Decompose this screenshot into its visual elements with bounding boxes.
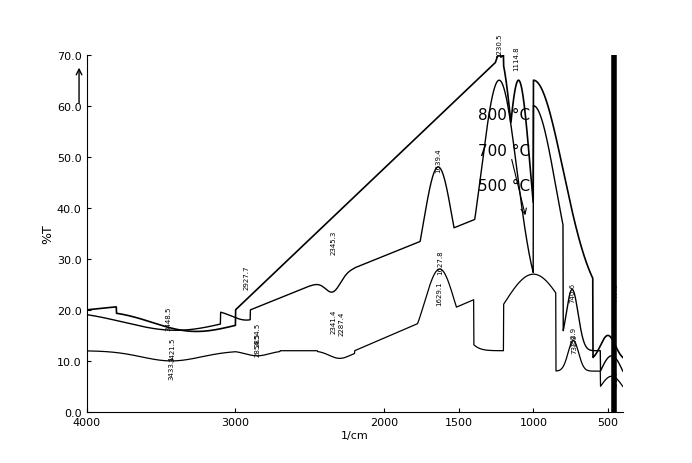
- Text: 451.7: 451.7: [612, 369, 618, 389]
- Text: 1629.1: 1629.1: [437, 281, 443, 305]
- Text: 1639.4: 1639.4: [435, 148, 441, 173]
- Text: 700 °C: 700 °C: [478, 144, 530, 158]
- Text: 3433.1: 3433.1: [168, 354, 174, 379]
- Text: 500 °C: 500 °C: [478, 179, 530, 194]
- Text: 800 °C: 800 °C: [478, 108, 530, 123]
- Text: 2287.4: 2287.4: [338, 311, 345, 336]
- Text: 2854.5: 2854.5: [254, 322, 260, 346]
- Y-axis label: %T: %T: [41, 224, 54, 244]
- Text: 447.6: 447.6: [613, 282, 619, 303]
- X-axis label: 1/cm: 1/cm: [340, 430, 369, 440]
- Text: 1627.8: 1627.8: [437, 250, 443, 275]
- Text: 3421.5: 3421.5: [170, 337, 176, 361]
- Text: 3448.5: 3448.5: [165, 306, 172, 331]
- Text: 1114.8: 1114.8: [513, 46, 520, 71]
- Text: 2927.7: 2927.7: [244, 265, 249, 290]
- Text: 2341.4: 2341.4: [331, 309, 336, 333]
- Text: 2345.3: 2345.3: [330, 230, 336, 254]
- Text: 732.9: 732.9: [571, 333, 577, 354]
- Text: 1230.5: 1230.5: [496, 34, 502, 58]
- Text: 740.6: 740.6: [569, 282, 575, 303]
- Text: 2854.5: 2854.5: [255, 332, 261, 356]
- Text: 732.9: 732.9: [570, 326, 576, 346]
